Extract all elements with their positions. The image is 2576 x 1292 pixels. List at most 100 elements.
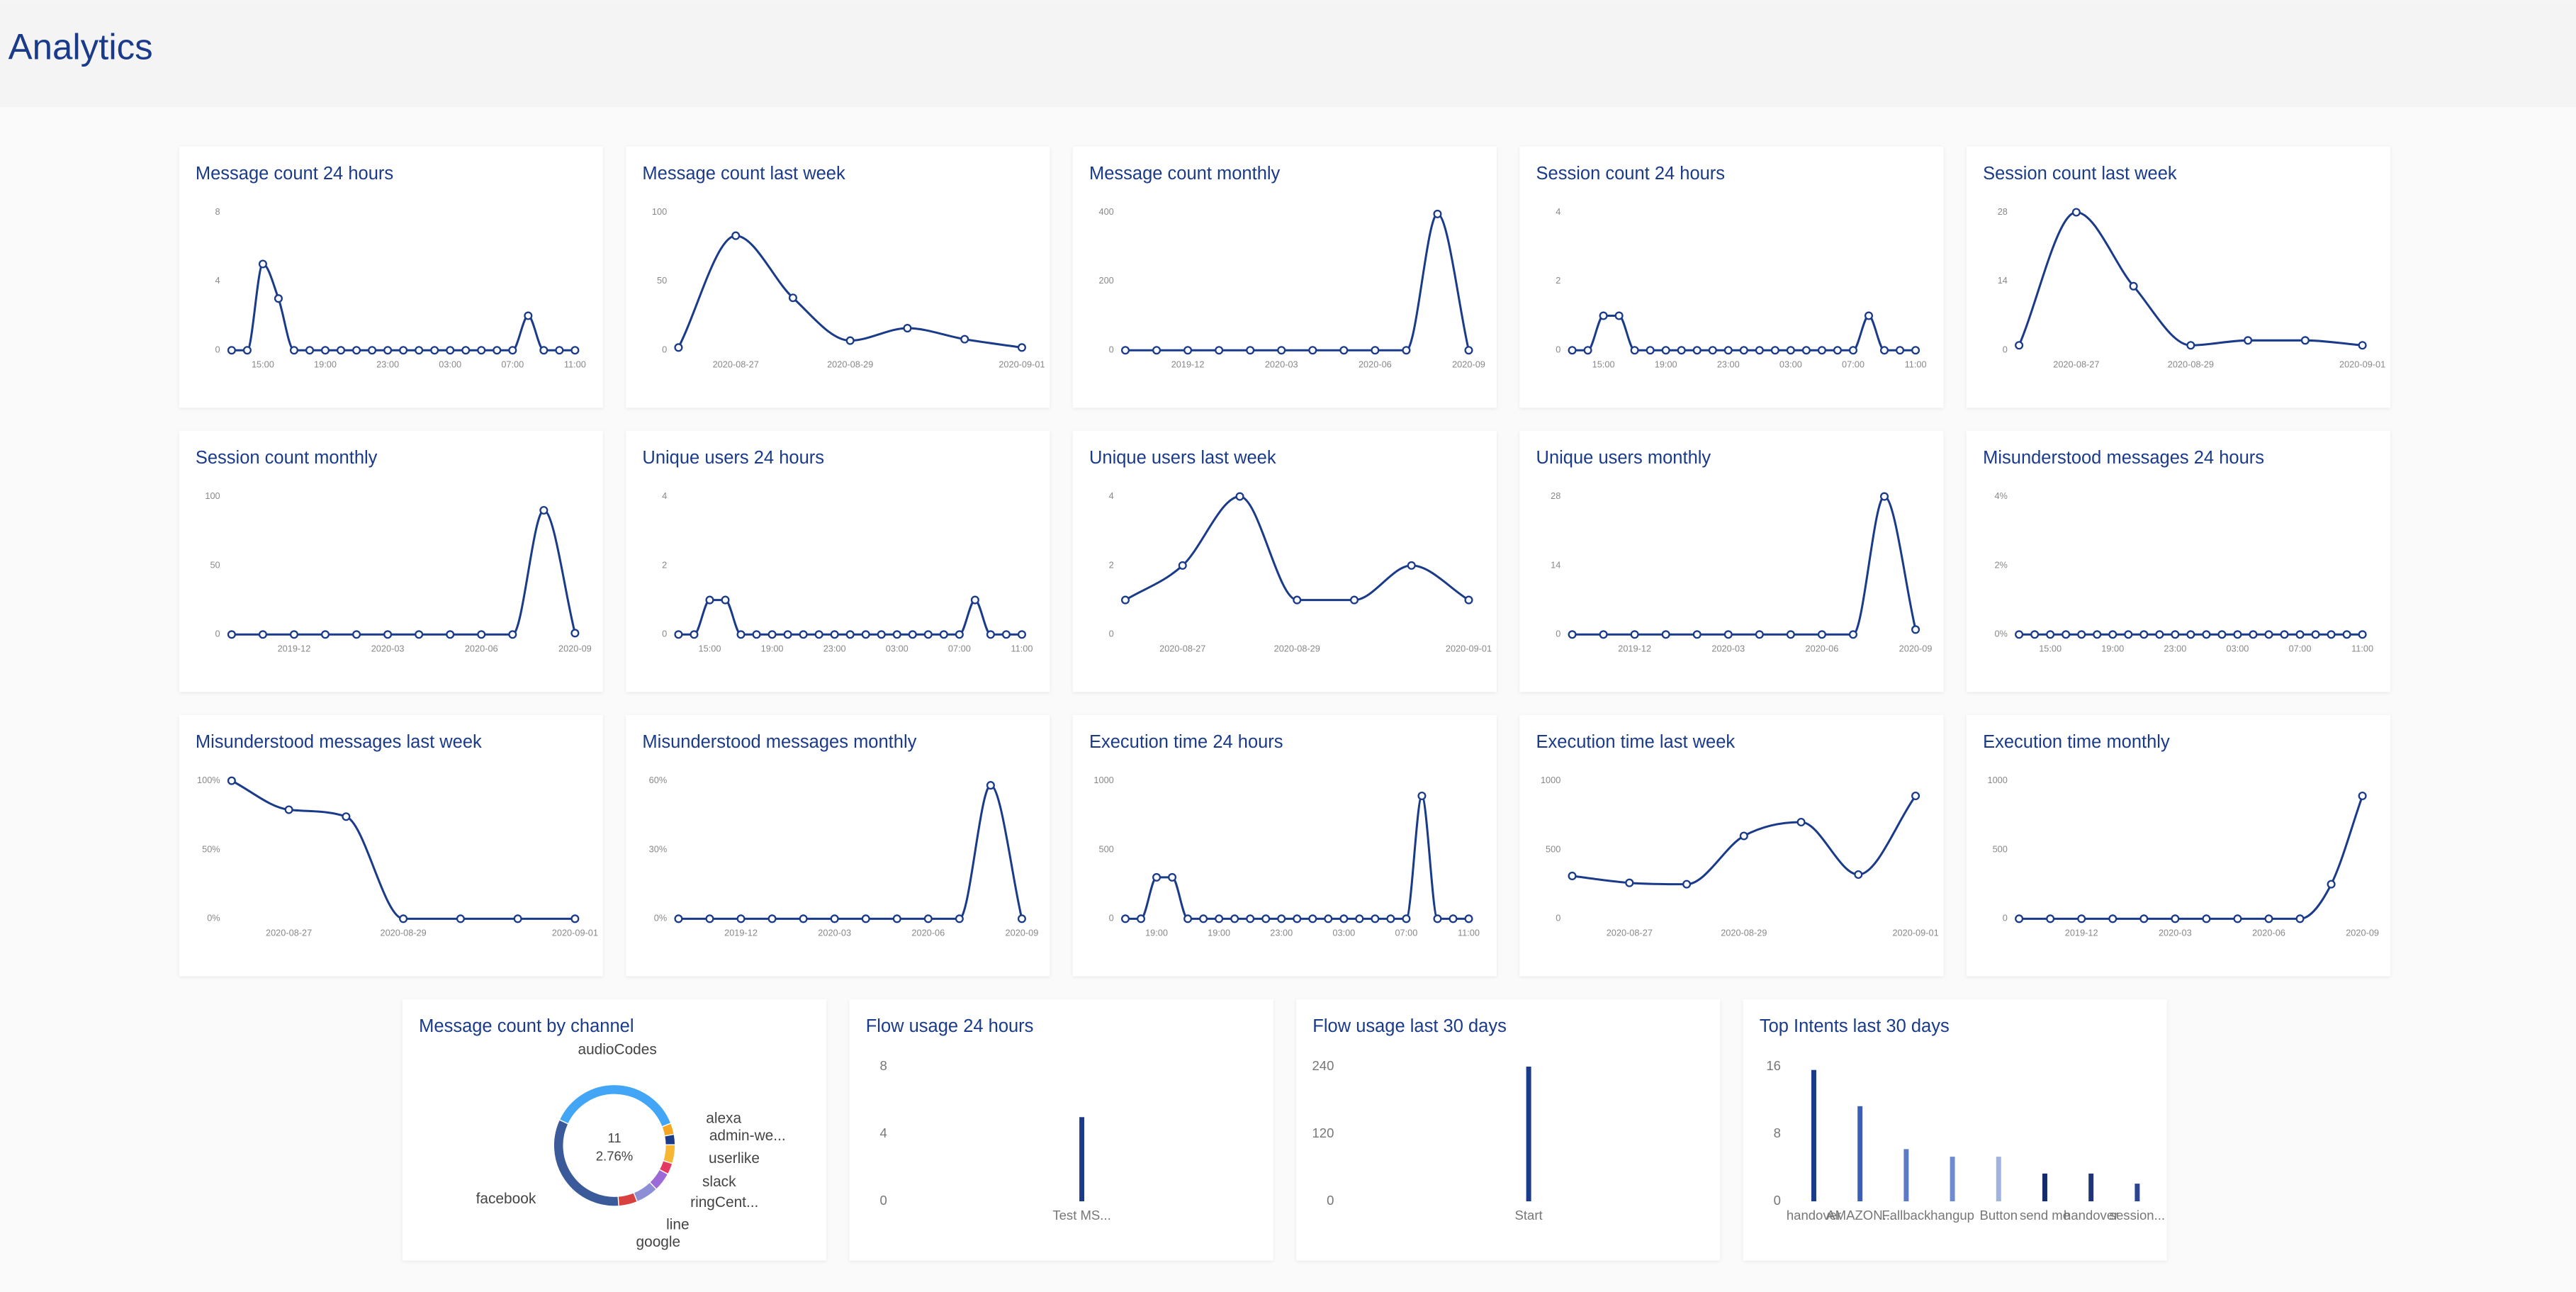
pie-slice [663, 1133, 676, 1146]
bar [2135, 1184, 2140, 1202]
point [539, 346, 549, 355]
point [1786, 630, 1795, 639]
point [1235, 492, 1244, 501]
point [524, 311, 533, 320]
x-tick-label: hangup [1930, 1208, 1974, 1223]
y-tick-label: 4 [1556, 206, 1560, 217]
y-tick-label: 8 [1774, 1125, 1781, 1140]
y-tick-label: 400 [1098, 206, 1113, 217]
point [1692, 630, 1702, 639]
card [1072, 146, 1497, 408]
point [2327, 630, 2336, 639]
point [1755, 630, 1764, 639]
point [1630, 346, 1639, 355]
point [1848, 346, 1858, 355]
point [752, 630, 761, 639]
point [830, 914, 839, 923]
chart-title: Message count last week [642, 164, 845, 184]
point [1625, 878, 1634, 887]
point [2077, 914, 2086, 923]
x-tick-label: 2020-09-01 [2339, 359, 2385, 369]
x-tick-label: 07:00 [2289, 644, 2312, 654]
point [1646, 346, 1655, 355]
y-tick-label: 16 [1766, 1058, 1781, 1073]
chart-title: Top Intents last 30 days [1760, 1016, 1950, 1036]
y-tick-label: 240 [1312, 1058, 1334, 1073]
point [1120, 346, 1130, 355]
point [1708, 346, 1717, 355]
point [1755, 346, 1764, 355]
y-tick-label: 0% [654, 913, 667, 923]
bar [1950, 1157, 1955, 1202]
card [179, 714, 603, 977]
point [1277, 914, 1286, 923]
point [1770, 346, 1779, 355]
x-tick-label: 07:00 [1842, 359, 1864, 369]
point [970, 595, 979, 605]
point [1568, 630, 1577, 639]
point [1355, 914, 1364, 923]
point [539, 505, 549, 515]
point [1464, 595, 1473, 605]
y-tick-label: 2 [1556, 275, 1560, 286]
point [227, 630, 236, 639]
point [1692, 346, 1702, 355]
x-tick-label: 19:00 [2101, 644, 2124, 654]
y-tick-label: 500 [1098, 843, 1113, 854]
point [1568, 346, 1577, 355]
point [674, 343, 683, 352]
point [1464, 346, 1473, 355]
y-tick-label: 0 [1109, 629, 1114, 639]
y-tick-label: 120 [1312, 1125, 1334, 1140]
point [1183, 914, 1193, 923]
point [1417, 791, 1427, 801]
point [1801, 346, 1811, 355]
y-tick-label: 200 [1098, 275, 1113, 286]
point [227, 346, 236, 355]
point [1152, 872, 1162, 882]
point [721, 595, 730, 605]
bar [1526, 1066, 1531, 1202]
x-tick-label: 23:00 [376, 359, 399, 369]
x-tick-label: 2019-12 [1171, 359, 1205, 369]
y-tick-label: 4 [215, 275, 220, 286]
point [337, 346, 346, 355]
line [1125, 794, 1469, 920]
point [2264, 630, 2273, 639]
y-tick-label: 60% [649, 775, 668, 785]
card [1519, 430, 1944, 692]
point [1677, 346, 1686, 355]
point [2358, 791, 2367, 801]
point [570, 346, 580, 355]
point [383, 630, 393, 639]
point [1833, 346, 1842, 355]
point [555, 346, 564, 355]
point [1371, 346, 1380, 355]
point [1308, 914, 1317, 923]
x-tick-label: 2020-06 [911, 928, 945, 938]
point [1183, 346, 1193, 355]
point [939, 630, 948, 639]
x-tick-label: AMAZON... [1826, 1208, 1894, 1223]
point [1339, 346, 1349, 355]
legend-label: google [636, 1234, 681, 1250]
y-tick-label: 4 [880, 1125, 887, 1140]
point [2155, 630, 2164, 639]
y-tick-label: 500 [1993, 843, 2008, 854]
x-tick-label: 2020-09 [2346, 928, 2379, 938]
point [258, 259, 267, 269]
point [2015, 341, 2024, 350]
x-tick-label: 2020-08-29 [827, 359, 873, 369]
point [861, 630, 870, 639]
y-tick-label: 0 [2003, 913, 2008, 923]
point [456, 914, 465, 923]
point [2093, 630, 2102, 639]
point [1739, 831, 1748, 841]
point [705, 914, 714, 923]
y-tick-label: 1000 [1988, 775, 2008, 785]
x-tick-label: 2020-09-01 [999, 359, 1045, 369]
point [892, 630, 901, 639]
card [1966, 430, 2391, 692]
chart-title: Message count monthly [1089, 164, 1281, 184]
point [1817, 346, 1826, 355]
